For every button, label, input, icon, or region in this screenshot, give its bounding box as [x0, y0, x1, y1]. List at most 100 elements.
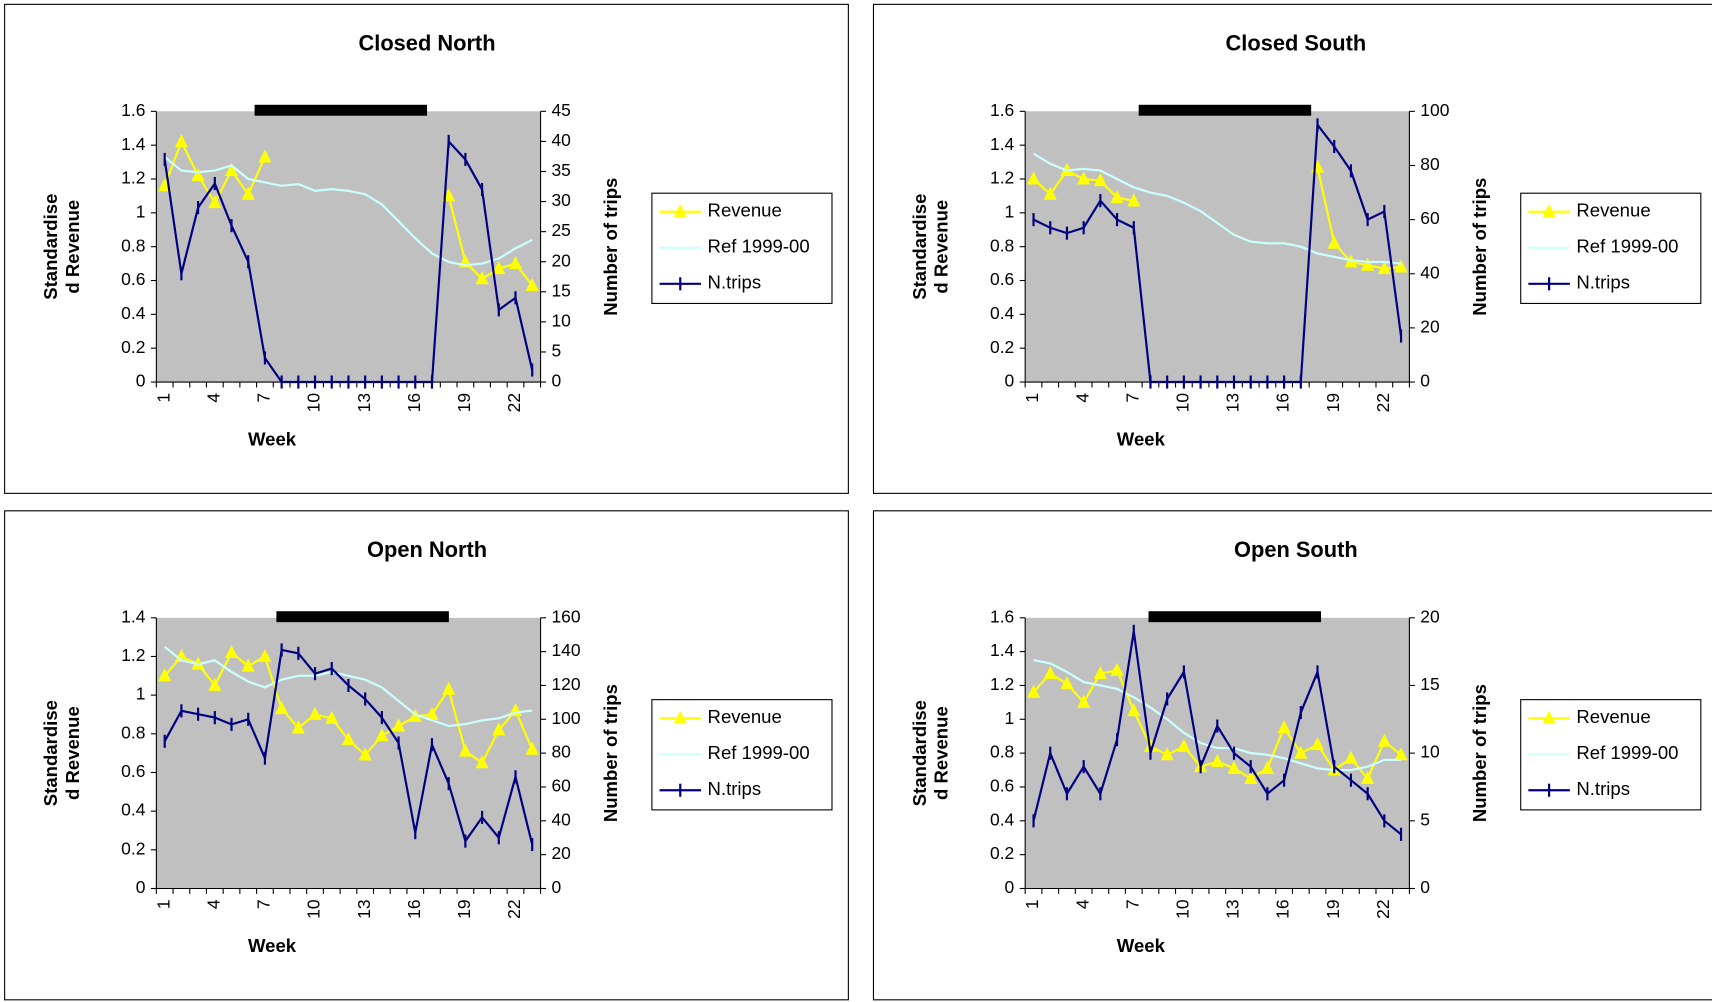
- marker: [425, 706, 439, 720]
- marker: [1060, 676, 1074, 690]
- marker: [492, 722, 506, 736]
- legend-label: Ref 1999-00: [708, 742, 810, 763]
- y-axis-title: Standardise: [909, 700, 930, 806]
- x-tick-label: 19: [1323, 393, 1343, 412]
- marker: [1394, 259, 1408, 273]
- y2-tick-label: 80: [1420, 154, 1440, 174]
- x-tick-label: 19: [454, 393, 474, 412]
- y-tick-label: 0.8: [990, 742, 1014, 762]
- x-tick-label: 7: [254, 393, 274, 403]
- marker: [241, 658, 255, 672]
- y-tick-label: 0.8: [990, 235, 1014, 255]
- y-tick-label: 1: [1005, 201, 1015, 221]
- marker: [208, 677, 222, 691]
- y-tick-label: 1.6: [990, 100, 1014, 120]
- legend-marker: [673, 204, 687, 218]
- y-tick-label: 0.6: [121, 269, 145, 289]
- y-tick-label: 1: [1005, 708, 1015, 728]
- marker: [341, 731, 355, 746]
- y2-tick-label: 0: [1420, 877, 1430, 897]
- y-tick-label: 0: [136, 371, 146, 391]
- y2-tick-label: 20: [551, 250, 571, 270]
- y-tick-label: 0.2: [121, 838, 145, 858]
- chart-panel: Closed South 0 0.2 0.4 0.6 0.8 1 1.2 1.4 1.6 0 20 40…: [872, 3, 1712, 494]
- y-tick-label: 1.4: [121, 606, 146, 626]
- y-tick-label: 0.2: [990, 337, 1014, 357]
- legend-marker: [673, 710, 687, 724]
- marker: [1310, 737, 1325, 751]
- x-axis-title: Week: [1117, 935, 1166, 956]
- marker: [1377, 261, 1391, 275]
- legend-label: Revenue: [1576, 706, 1650, 727]
- x-tick-label: 22: [1373, 393, 1393, 412]
- chart-panel: Open North 0 0.2 0.4 0.6 0.8 1 1.2 1.4 0 20 40 60 80 1…: [4, 510, 849, 1001]
- marker: [291, 720, 305, 734]
- marker: [1210, 753, 1224, 768]
- marker: [158, 668, 172, 682]
- y2-axis-title: Number of trips: [600, 178, 621, 316]
- x-axis-title: Week: [248, 935, 297, 956]
- series-line: [164, 156, 533, 267]
- marker: [258, 648, 272, 662]
- x-tick-label: 16: [404, 899, 424, 918]
- marker: [1077, 171, 1091, 185]
- marker: [1227, 760, 1241, 774]
- x-tick-label: 10: [304, 393, 324, 413]
- marker: [1127, 703, 1141, 717]
- y2-tick-label: 20: [1420, 316, 1440, 336]
- plot-area: [156, 617, 541, 889]
- marker: [224, 644, 239, 659]
- x-tick-label: 22: [504, 393, 524, 412]
- x-tick-label: 4: [203, 899, 223, 909]
- y-tick-label: 0.4: [990, 303, 1015, 323]
- marker: [1344, 750, 1358, 764]
- x-tick-label: 7: [1122, 899, 1142, 909]
- legend-label: Revenue: [1576, 200, 1650, 221]
- x-tick-label: 1: [1022, 899, 1042, 909]
- closed-period-bar: [276, 611, 449, 623]
- marker: [1361, 770, 1375, 784]
- marker: [392, 718, 406, 732]
- marker: [224, 162, 239, 177]
- y2-axis-title: Number of trips: [600, 684, 621, 822]
- x-tick-label: 4: [1072, 899, 1092, 909]
- x-tick-label: 4: [1072, 393, 1092, 403]
- y-tick-label: 0.2: [990, 843, 1014, 863]
- y2-tick-label: 0: [551, 371, 561, 391]
- x-tick-label: 7: [254, 899, 274, 909]
- marker: [1277, 720, 1291, 734]
- marker: [1077, 694, 1091, 708]
- marker: [1294, 745, 1308, 759]
- x-tick-label: 22: [504, 899, 524, 918]
- legend-label: Ref 1999-00: [1576, 742, 1678, 763]
- x-tick-label: 22: [1373, 899, 1393, 918]
- legend-label: N.trips: [708, 778, 762, 799]
- y-tick-label: 1.4: [990, 134, 1015, 154]
- marker: [525, 741, 539, 755]
- x-tick-label: 19: [1323, 899, 1343, 918]
- x-axis-title: Week: [248, 428, 297, 449]
- y2-tick-label: 140: [551, 640, 580, 660]
- marker: [1327, 235, 1341, 249]
- x-tick-label: 10: [1172, 899, 1192, 919]
- y2-tick-label: 5: [551, 341, 561, 361]
- marker: [1110, 662, 1124, 676]
- plot-area: [1025, 617, 1410, 889]
- y2-tick-label: 35: [551, 160, 570, 180]
- marker: [1394, 747, 1408, 761]
- marker: [258, 149, 272, 163]
- legend-label: Revenue: [708, 200, 782, 221]
- chart-title: Closed North: [359, 31, 496, 56]
- chart-title: Closed South: [1226, 31, 1367, 56]
- y-tick-label: 1.6: [990, 606, 1014, 626]
- y2-axis-title: Number of trips: [1469, 684, 1490, 822]
- y-axis-title: d Revenue: [62, 706, 83, 800]
- marker: [1043, 186, 1057, 200]
- y-tick-label: 0.8: [121, 722, 145, 742]
- y2-tick-label: 120: [551, 674, 580, 694]
- legend-label: Ref 1999-00: [1576, 236, 1678, 257]
- y-tick-label: 1.2: [121, 645, 145, 665]
- marker: [1093, 173, 1107, 187]
- marker: [208, 195, 222, 209]
